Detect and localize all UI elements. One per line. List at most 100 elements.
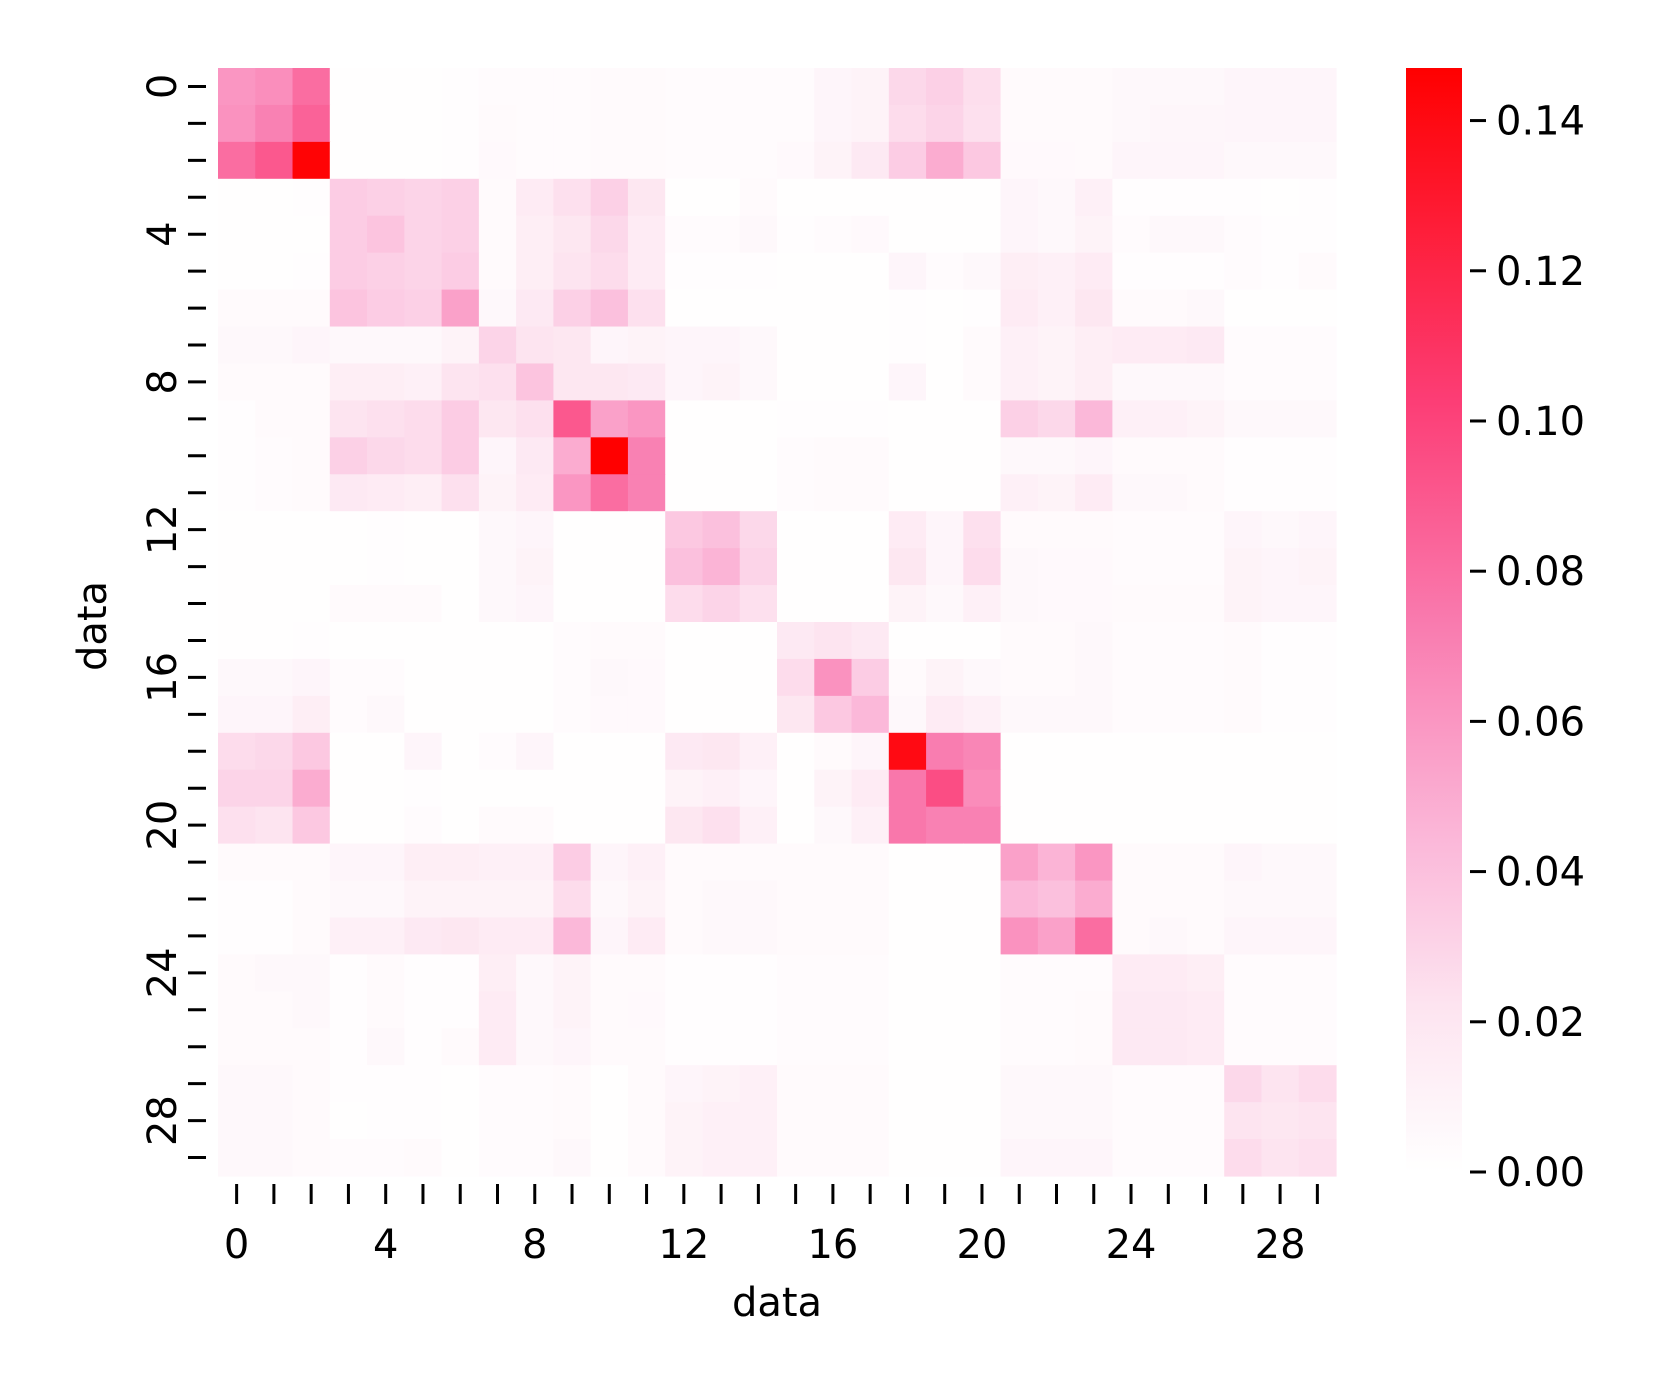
heatmap-cell [1037, 1065, 1076, 1103]
heatmap-cell [404, 954, 443, 992]
heatmap-cell [590, 1028, 629, 1066]
heatmap-cell [329, 1102, 368, 1140]
heatmap-cell [1075, 1028, 1113, 1066]
heatmap-cell [590, 400, 629, 438]
heatmap-cell [1186, 1065, 1225, 1103]
heatmap-cell [478, 769, 517, 808]
heatmap-cell [404, 1139, 443, 1177]
heatmap-cell [888, 104, 927, 143]
heatmap-cell [1075, 658, 1113, 697]
heatmap-cell [478, 215, 517, 254]
heatmap-cell [516, 437, 554, 475]
heatmap-cell [777, 843, 815, 882]
heatmap-cell [404, 622, 443, 660]
heatmap-cell [1298, 178, 1337, 217]
heatmap-cell [1261, 141, 1300, 180]
heatmap-cell [1075, 252, 1113, 291]
heatmap-cell [478, 695, 517, 734]
heatmap-cell [777, 289, 815, 328]
heatmap-cell [292, 68, 331, 106]
heatmap-cell [1298, 658, 1337, 697]
heatmap-cell [329, 400, 368, 438]
heatmap-cell [590, 363, 629, 401]
heatmap-cell [1298, 437, 1337, 475]
heatmap-cell [1037, 991, 1076, 1029]
heatmap-cell [367, 400, 405, 438]
heatmap-cell [1075, 954, 1113, 992]
heatmap-cell [777, 141, 815, 180]
heatmap-cell [739, 548, 778, 586]
heatmap-cell [367, 104, 405, 143]
x-tick-label: 4 [373, 1222, 398, 1268]
heatmap-cell [1112, 437, 1151, 475]
heatmap-cell [1261, 1102, 1300, 1140]
heatmap-cell [478, 400, 517, 438]
heatmap-cell [1037, 769, 1076, 808]
heatmap-cell [441, 991, 480, 1029]
heatmap-cell [963, 437, 1002, 475]
heatmap-cell [1149, 178, 1188, 217]
heatmap-cell [627, 1102, 666, 1140]
heatmap-cell [1000, 732, 1039, 771]
heatmap-cell [665, 141, 704, 180]
heatmap-cell [814, 1102, 853, 1140]
heatmap-cell [627, 1139, 666, 1177]
heatmap-cell [292, 806, 331, 845]
heatmap-cell [739, 732, 778, 771]
heatmap-cell [255, 806, 294, 845]
heatmap-cell [1298, 141, 1337, 180]
heatmap-cell [739, 400, 778, 438]
heatmap-cell [1037, 68, 1076, 106]
heatmap-cell [1112, 843, 1151, 882]
heatmap-cell [1261, 363, 1300, 401]
heatmap-cell [1298, 474, 1337, 512]
heatmap-cell [404, 400, 443, 438]
heatmap-cell [665, 1028, 704, 1066]
heatmap-cell [1224, 363, 1263, 401]
heatmap-cell [590, 178, 629, 217]
y-tick-label: 28 [140, 1095, 186, 1146]
heatmap-cell [1037, 622, 1076, 660]
heatmap-cell [926, 474, 964, 512]
heatmap-cell [665, 695, 704, 734]
heatmap-cell [851, 695, 890, 734]
heatmap-cell [367, 363, 405, 401]
heatmap-cell [963, 68, 1002, 106]
heatmap-cell [702, 917, 741, 955]
heatmap-cell [963, 511, 1002, 549]
heatmap-cell [851, 769, 890, 808]
heatmap-cell [888, 880, 927, 919]
heatmap-cell [516, 695, 554, 734]
heatmap-cell [1261, 326, 1300, 365]
heatmap-cell [926, 695, 964, 734]
heatmap-cell [329, 326, 368, 365]
heatmap-cell [1075, 1102, 1113, 1140]
heatmap-cell [1224, 437, 1263, 475]
heatmap-cell [441, 1139, 480, 1177]
heatmap-cell [218, 622, 256, 660]
y-tick-label: 16 [140, 652, 186, 703]
heatmap-cell [292, 363, 331, 401]
heatmap-cell [1186, 437, 1225, 475]
heatmap-cell [926, 622, 964, 660]
heatmap-cell [367, 511, 405, 549]
heatmap-cell [553, 917, 592, 955]
heatmap-cell [218, 769, 256, 808]
heatmap-cell [814, 1139, 853, 1177]
heatmap-cell [665, 806, 704, 845]
heatmap-cell [218, 474, 256, 512]
heatmap-cell [292, 695, 331, 734]
heatmap-cell [1037, 326, 1076, 365]
heatmap-cell [1261, 658, 1300, 697]
heatmap-cell [665, 880, 704, 919]
heatmap-cell [1186, 363, 1225, 401]
heatmap-cell [1112, 289, 1151, 328]
heatmap-cell [590, 437, 629, 475]
heatmap-cell [292, 141, 331, 180]
heatmap-cell [590, 622, 629, 660]
y-tick-label: 8 [140, 369, 186, 394]
heatmap-cell [1075, 769, 1113, 808]
heatmap-cell [553, 1139, 592, 1177]
heatmap-cell [1149, 326, 1188, 365]
x-tick-label: 24 [1106, 1222, 1157, 1268]
